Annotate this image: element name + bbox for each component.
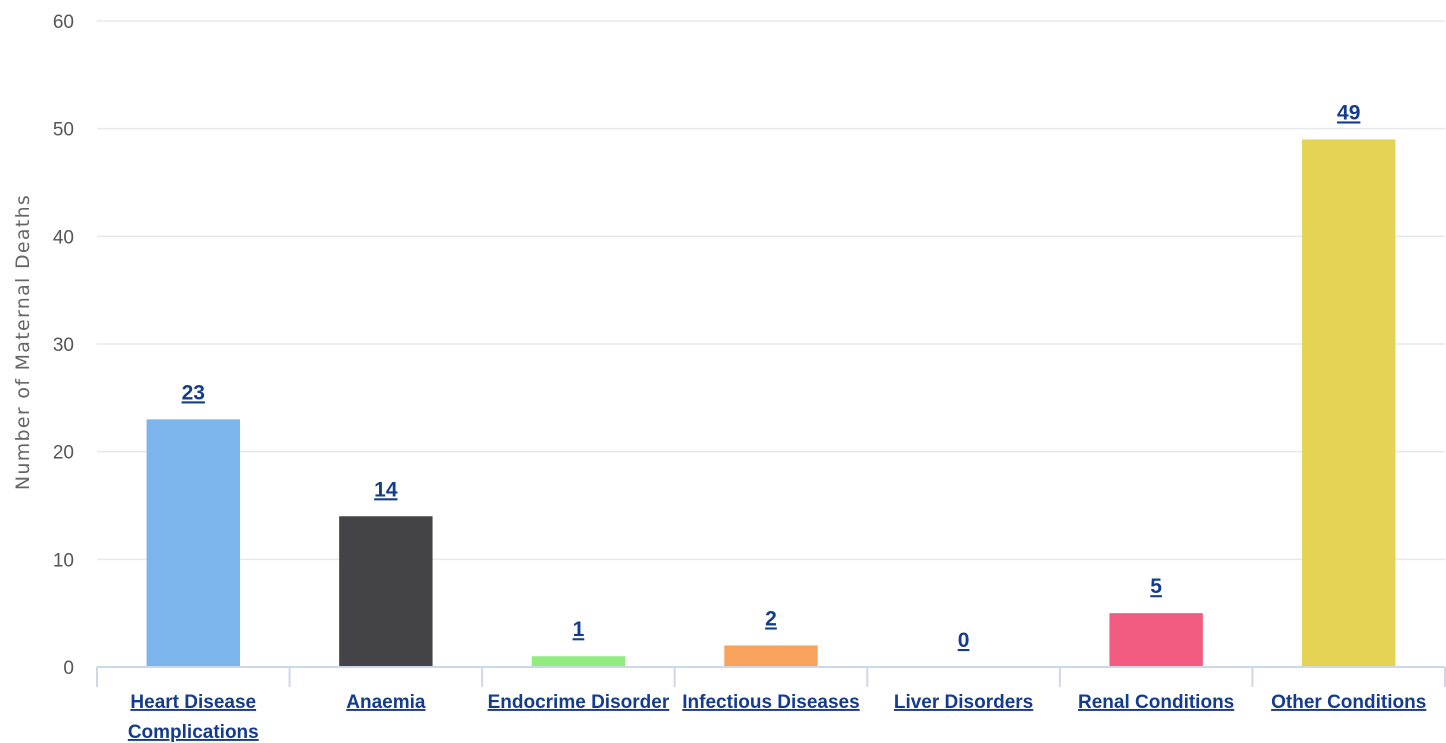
x-tick-label[interactable]: Heart Disease Complications — [128, 692, 259, 743]
data-labels: 23 14 1 2 0 5 49 — [182, 101, 1361, 652]
y-tick-label: 20 — [53, 443, 74, 464]
x-axis — [96, 666, 1446, 687]
y-axis-tick-labels: 0 10 20 30 40 50 60 — [53, 12, 74, 679]
bars — [146, 139, 1396, 667]
x-tick-label-line: Complications — [128, 722, 259, 743]
y-axis-title: Number of Maternal Deaths — [12, 194, 34, 490]
bar[interactable] — [339, 516, 433, 667]
data-label[interactable]: 23 — [182, 381, 205, 404]
x-tick-label[interactable]: Other Conditions — [1271, 692, 1426, 713]
x-tick-label-line: Liver Disorders — [894, 692, 1033, 713]
bar[interactable] — [1302, 139, 1396, 667]
y-tick-label: 40 — [53, 227, 74, 248]
x-tick-label-line: Endocrime Disorder — [488, 692, 670, 713]
bar[interactable] — [1109, 613, 1203, 667]
x-tick-label-line: Infectious Diseases — [682, 692, 859, 713]
y-tick-label: 30 — [53, 335, 74, 356]
gridlines — [97, 20, 1445, 561]
data-label[interactable]: 2 — [765, 607, 777, 630]
bar[interactable] — [531, 656, 626, 667]
bar[interactable] — [146, 419, 240, 667]
y-tick-label: 60 — [53, 12, 74, 33]
x-tick-label[interactable]: Anaemia — [346, 692, 426, 713]
x-tick-label-line: Other Conditions — [1271, 692, 1426, 713]
x-tick-label[interactable]: Renal Conditions — [1078, 692, 1234, 713]
data-label[interactable]: 1 — [573, 618, 585, 641]
bar[interactable] — [724, 645, 818, 667]
x-axis-tick-labels: Heart Disease Complications Anaemia Endocri… — [128, 692, 1426, 743]
data-label[interactable]: 14 — [374, 478, 398, 501]
x-tick-label[interactable]: Infectious Diseases — [682, 692, 859, 713]
y-tick-label: 0 — [63, 658, 74, 679]
x-tick-label-line: Renal Conditions — [1078, 692, 1234, 713]
data-label[interactable]: 5 — [1150, 575, 1162, 598]
y-tick-label: 10 — [53, 550, 74, 571]
x-tick-label[interactable]: Liver Disorders — [894, 692, 1033, 713]
data-label[interactable]: 49 — [1337, 101, 1360, 124]
x-tick-label[interactable]: Endocrime Disorder — [488, 692, 670, 713]
x-tick-label-line: Heart Disease — [130, 692, 256, 713]
y-tick-label: 50 — [53, 120, 74, 141]
data-label[interactable]: 0 — [958, 629, 970, 652]
x-tick-label-line: Anaemia — [346, 692, 426, 713]
